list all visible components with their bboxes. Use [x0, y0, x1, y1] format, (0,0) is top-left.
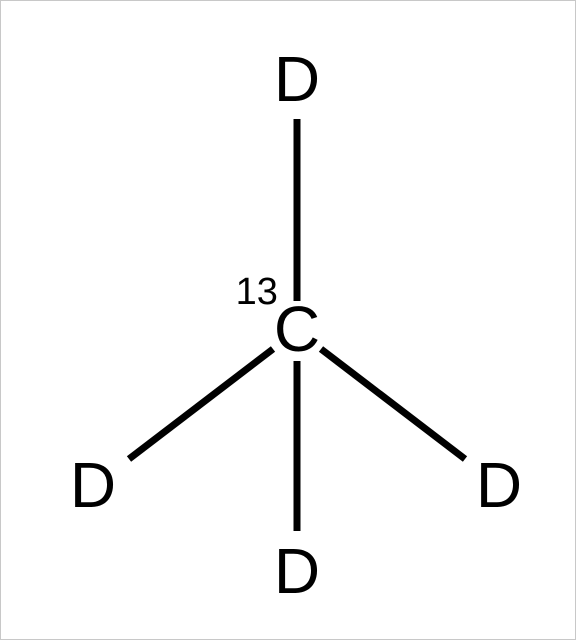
atom-label: D — [70, 449, 116, 521]
atom-label: C — [274, 293, 320, 365]
atom-left-deuterium: D — [70, 453, 116, 517]
atom-top-deuterium: D — [274, 47, 320, 111]
bond-line — [129, 349, 273, 459]
atom-label: D — [476, 449, 522, 521]
atom-right-deuterium: D — [476, 453, 522, 517]
bond-line — [321, 349, 465, 459]
molecule-diagram: 13 C D D D D — [0, 0, 576, 640]
atom-label: D — [274, 535, 320, 607]
atom-bottom-deuterium: D — [274, 539, 320, 603]
atom-center-carbon: 13 C — [274, 297, 320, 361]
atom-label: D — [274, 43, 320, 115]
isotope-label: 13 — [236, 273, 278, 311]
